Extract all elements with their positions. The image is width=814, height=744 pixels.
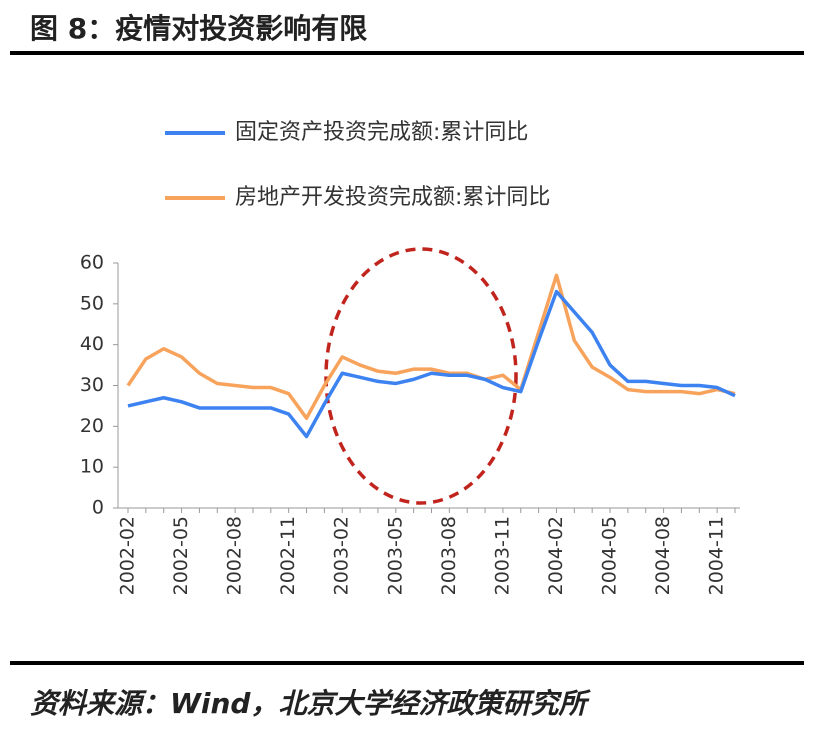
x-tick-label: 2002-05	[170, 516, 192, 595]
x-tick-label: 2002-08	[224, 516, 246, 595]
legend-label: 房地产开发投资完成额:累计同比	[235, 185, 550, 210]
x-tick-label: 2002-02	[117, 516, 139, 595]
x-tick-label: 2004-11	[706, 516, 728, 595]
y-tick-label: 30	[80, 374, 104, 396]
series-line	[126, 273, 736, 420]
source: 资料来源：Wind，北京大学经济政策研究所	[30, 687, 591, 720]
y-tick-label: 60	[80, 252, 104, 274]
y-tick-label: 20	[80, 415, 104, 437]
x-tick-label: 2003-11	[491, 516, 513, 595]
x-tick-label: 2003-02	[331, 516, 353, 595]
x-tick-label: 2004-02	[545, 516, 567, 595]
chart-title: 图 8：疫情对投资影响有限	[30, 12, 367, 45]
y-tick-label: 10	[80, 456, 104, 478]
source-rule	[10, 661, 804, 665]
y-tick-label: 0	[92, 497, 104, 519]
y-tick-label: 40	[80, 333, 104, 355]
y-tick-label: 50	[80, 292, 104, 314]
highlight-ellipse	[324, 247, 518, 505]
title-rule	[10, 51, 804, 55]
series-line	[127, 289, 736, 439]
x-tick-label: 2004-08	[652, 516, 674, 595]
x-tick-label: 2004-05	[599, 516, 621, 595]
x-tick-label: 2003-05	[384, 516, 406, 595]
legend-label: 固定资产投资完成额:累计同比	[235, 120, 528, 145]
x-tick-label: 2002-11	[277, 516, 299, 595]
x-tick-label: 2003-08	[438, 516, 460, 595]
